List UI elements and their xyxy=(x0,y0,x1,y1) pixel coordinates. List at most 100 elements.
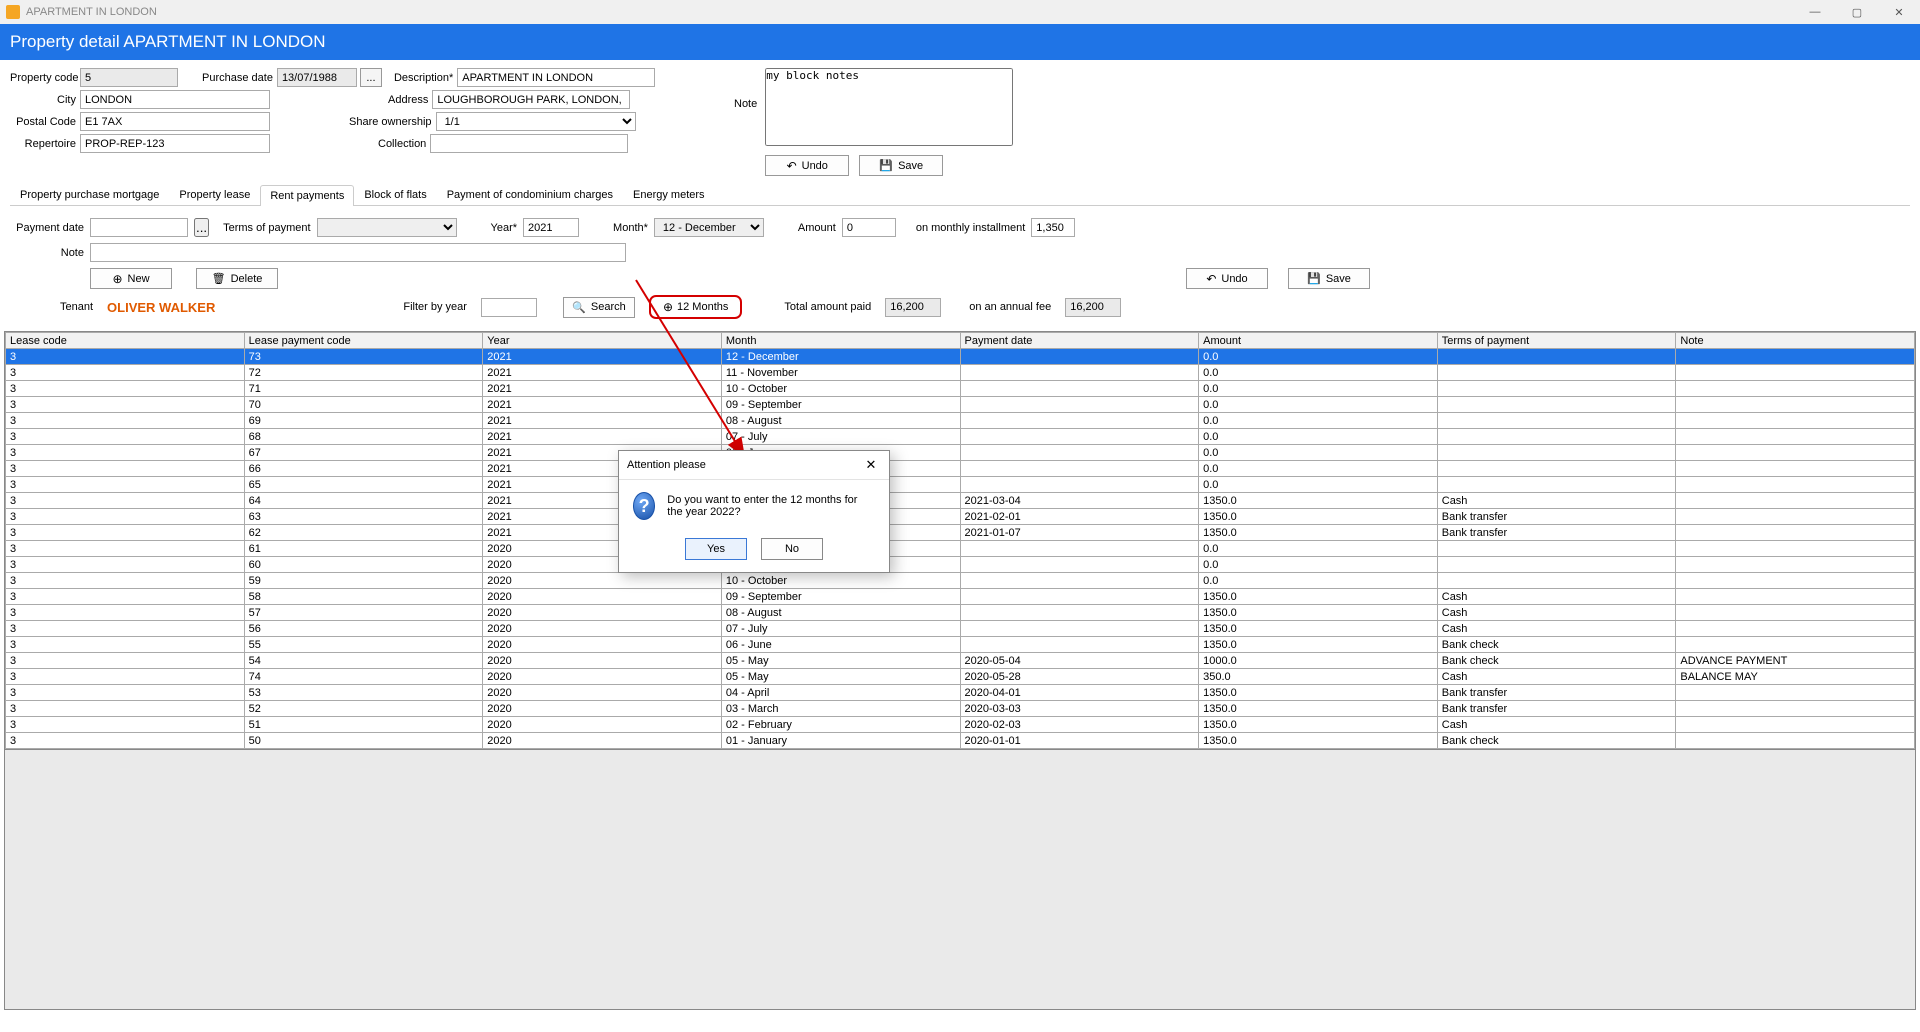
close-button[interactable]: ✕ xyxy=(1878,0,1920,24)
year-field[interactable] xyxy=(523,218,579,237)
table-row[interactable]: 371202110 - October0.0 xyxy=(6,381,1915,397)
table-row[interactable]: 353202004 - April2020-04-011350.0Bank tr… xyxy=(6,685,1915,701)
trash-icon xyxy=(212,272,226,285)
column-header[interactable]: Note xyxy=(1676,333,1915,349)
table-row[interactable]: 350202001 - January2020-01-011350.0Bank … xyxy=(6,733,1915,749)
description-field[interactable] xyxy=(457,68,655,87)
payments-grid[interactable]: Lease codeLease payment codeYearMonthPay… xyxy=(4,331,1916,750)
titlebar: APARTMENT IN LONDON — ▢ ✕ xyxy=(0,0,1920,24)
table-cell: 02 - February xyxy=(721,717,960,733)
column-header[interactable]: Terms of payment xyxy=(1437,333,1676,349)
table-cell: 2021-01-07 xyxy=(960,525,1199,541)
table-row[interactable]: 373202112 - December0.0 xyxy=(6,349,1915,365)
table-cell: Bank transfer xyxy=(1437,509,1676,525)
table-cell: 3 xyxy=(6,493,245,509)
tab-property-lease[interactable]: Property lease xyxy=(169,184,260,205)
table-row[interactable]: 358202009 - September1350.0Cash xyxy=(6,589,1915,605)
payment-date-field[interactable] xyxy=(90,218,188,237)
table-row[interactable]: 363202102 - February2021-02-011350.0Bank… xyxy=(6,509,1915,525)
tab-energy-meters[interactable]: Energy meters xyxy=(623,184,715,205)
annual-fee-label: on an annual fee xyxy=(969,301,1051,313)
search-button[interactable]: Search xyxy=(563,297,635,318)
column-header[interactable]: Amount xyxy=(1199,333,1438,349)
table-cell: Bank check xyxy=(1437,637,1676,653)
table-row[interactable]: 368202107 - July0.0 xyxy=(6,429,1915,445)
save-button[interactable]: Save xyxy=(859,155,943,176)
column-header[interactable]: Lease payment code xyxy=(244,333,483,349)
address-label: Address xyxy=(388,94,428,106)
collection-field[interactable] xyxy=(430,134,628,153)
table-cell: 0.0 xyxy=(1199,349,1438,365)
table-row[interactable]: 351202002 - February2020-02-031350.0Cash xyxy=(6,717,1915,733)
tab-payment-of-condominium-charges[interactable]: Payment of condominium charges xyxy=(437,184,623,205)
column-header[interactable]: Lease code xyxy=(6,333,245,349)
table-cell: 1350.0 xyxy=(1199,637,1438,653)
table-row[interactable]: 369202108 - August0.0 xyxy=(6,413,1915,429)
address-field[interactable] xyxy=(432,90,630,109)
month-select[interactable]: 12 - December xyxy=(654,218,764,237)
table-row[interactable]: 367202106 - June0.0 xyxy=(6,445,1915,461)
dialog-yes-button[interactable]: Yes xyxy=(685,538,747,560)
repertoire-field[interactable] xyxy=(80,134,270,153)
save-icon xyxy=(879,159,893,172)
table-row[interactable]: 362202101 - January2021-01-071350.0Bank … xyxy=(6,525,1915,541)
maximize-button[interactable]: ▢ xyxy=(1836,0,1878,24)
dialog-close-button[interactable]: ✕ xyxy=(861,456,881,474)
table-row[interactable]: 355202006 - June1350.0Bank check xyxy=(6,637,1915,653)
tab-property-purchase-mortgage[interactable]: Property purchase mortgage xyxy=(10,184,169,205)
rent-undo-button[interactable]: Undo xyxy=(1186,268,1268,289)
table-cell: Cash xyxy=(1437,589,1676,605)
amount-label: Amount xyxy=(798,222,836,234)
window-title: APARTMENT IN LONDON xyxy=(26,6,157,18)
table-cell xyxy=(1676,477,1915,493)
table-cell: 2021 xyxy=(483,429,722,445)
table-row[interactable]: 359202010 - October0.0 xyxy=(6,573,1915,589)
table-row[interactable]: 352202003 - March2020-03-031350.0Bank tr… xyxy=(6,701,1915,717)
table-row[interactable]: 364202103 - March2021-03-041350.0Cash xyxy=(6,493,1915,509)
rent-note-field[interactable] xyxy=(90,243,626,262)
table-cell: 60 xyxy=(244,557,483,573)
table-row[interactable]: 354202005 - May2020-05-041000.0Bank chec… xyxy=(6,653,1915,669)
postal-code-field[interactable] xyxy=(80,112,270,131)
table-row[interactable]: 365202104 - April0.0 xyxy=(6,477,1915,493)
tab-rent-payments[interactable]: Rent payments xyxy=(260,185,354,206)
table-row[interactable]: 370202109 - September0.0 xyxy=(6,397,1915,413)
payment-date-picker-button[interactable]: ... xyxy=(194,218,209,237)
table-cell: 3 xyxy=(6,509,245,525)
table-cell xyxy=(1676,541,1915,557)
column-header[interactable]: Month xyxy=(721,333,960,349)
table-cell: 3 xyxy=(6,733,245,749)
table-row[interactable]: 360202011 - November0.0 xyxy=(6,557,1915,573)
table-cell: 3 xyxy=(6,717,245,733)
dialog-no-button[interactable]: No xyxy=(761,538,823,560)
description-label: Description* xyxy=(394,72,453,84)
terms-select[interactable] xyxy=(317,218,457,237)
table-row[interactable]: 372202111 - November0.0 xyxy=(6,365,1915,381)
tab-block-of-flats[interactable]: Block of flats xyxy=(354,184,436,205)
table-cell: 50 xyxy=(244,733,483,749)
city-field[interactable] xyxy=(80,90,270,109)
table-cell: 08 - August xyxy=(721,413,960,429)
minimize-button[interactable]: — xyxy=(1794,0,1836,24)
table-row[interactable]: 356202007 - July1350.0Cash xyxy=(6,621,1915,637)
table-cell: 2020-05-04 xyxy=(960,653,1199,669)
table-cell xyxy=(960,429,1199,445)
new-button[interactable]: New xyxy=(90,268,172,289)
column-header[interactable]: Payment date xyxy=(960,333,1199,349)
table-row[interactable]: 374202005 - May2020-05-28350.0CashBALANC… xyxy=(6,669,1915,685)
purchase-date-picker-button[interactable]: ... xyxy=(360,68,382,87)
undo-button[interactable]: Undo xyxy=(765,155,849,176)
amount-field[interactable] xyxy=(842,218,896,237)
delete-button[interactable]: Delete xyxy=(196,268,278,289)
table-cell: 1350.0 xyxy=(1199,701,1438,717)
twelve-months-button[interactable]: 12 Months xyxy=(649,295,742,319)
filter-year-field[interactable] xyxy=(481,298,537,317)
table-cell: 2020 xyxy=(483,701,722,717)
rent-save-button[interactable]: Save xyxy=(1288,268,1370,289)
note-textarea[interactable]: my block notes xyxy=(765,68,1013,146)
table-row[interactable]: 361202012 - December0.0 xyxy=(6,541,1915,557)
share-select[interactable]: 1/1 xyxy=(436,112,636,131)
table-row[interactable]: 366202105 - May0.0 xyxy=(6,461,1915,477)
table-row[interactable]: 357202008 - August1350.0Cash xyxy=(6,605,1915,621)
column-header[interactable]: Year xyxy=(483,333,722,349)
